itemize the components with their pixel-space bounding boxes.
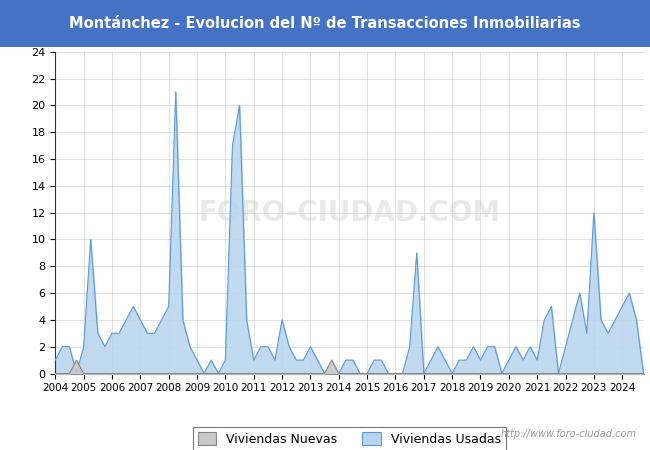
Text: Montánchez - Evolucion del Nº de Transacciones Inmobiliarias: Montánchez - Evolucion del Nº de Transac… [70, 16, 580, 31]
Text: http://www.foro-ciudad.com: http://www.foro-ciudad.com [501, 429, 637, 439]
Legend: Viviendas Nuevas, Viviendas Usadas: Viviendas Nuevas, Viviendas Usadas [192, 428, 506, 450]
Text: FORO-CIUDAD.COM: FORO-CIUDAD.COM [198, 198, 500, 227]
